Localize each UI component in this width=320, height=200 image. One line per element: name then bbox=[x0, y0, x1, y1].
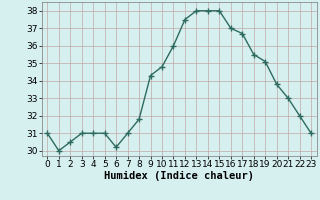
X-axis label: Humidex (Indice chaleur): Humidex (Indice chaleur) bbox=[104, 171, 254, 181]
